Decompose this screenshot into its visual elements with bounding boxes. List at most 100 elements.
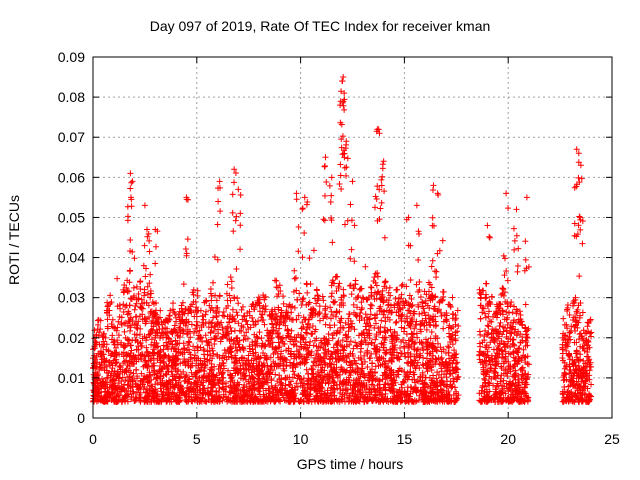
roti-point [119,368,126,375]
roti-point [256,329,263,336]
roti-point [485,300,492,307]
roti-point [488,318,495,325]
roti-point [560,396,567,403]
roti-point [482,314,489,321]
roti-point [388,366,395,373]
roti-point [379,372,386,379]
roti-point [412,321,419,328]
roti-point [244,335,251,342]
roti-point [426,359,433,366]
roti-point [126,337,133,344]
roti-point [411,346,418,353]
roti-point [389,332,396,339]
roti-point [216,178,223,185]
roti-point [450,392,457,399]
roti-point [403,299,410,306]
roti-point [287,378,294,385]
roti-point [233,213,240,220]
roti-point [564,325,571,332]
roti-point [160,342,167,349]
roti-point [357,310,364,317]
roti-point [338,88,345,95]
roti-point [372,376,379,383]
roti-point [433,322,440,329]
roti-point [405,393,412,400]
roti-point [136,331,143,338]
roti-point [433,375,440,382]
roti-point [575,159,582,166]
roti-point [254,334,261,341]
roti-point [563,376,570,383]
roti-point [149,299,156,306]
roti-point [579,309,586,316]
roti-point [122,398,129,405]
roti-point [499,388,506,395]
roti-point [288,316,295,323]
roti-point [137,340,144,347]
roti-point [305,380,312,387]
roti-point [508,391,515,398]
roti-point [407,358,414,365]
roti-point [235,390,242,397]
roti-point [129,248,136,255]
roti-point [307,338,314,345]
roti-point [328,192,335,199]
roti-point [359,294,366,301]
roti-point [371,289,378,296]
roti-point [410,330,417,337]
roti-point [452,366,459,373]
roti-point [96,388,103,395]
roti-point [322,154,329,161]
roti-point [122,377,129,384]
roti-point [300,314,307,321]
roti-point [267,363,274,370]
roti-point [223,290,230,297]
roti-point [287,394,294,401]
roti-point [278,380,285,387]
roti-point [144,379,151,386]
roti-point [111,367,118,374]
roti-point [202,332,209,339]
roti-point [298,302,305,309]
roti-point [480,350,487,357]
roti-point [358,331,365,338]
roti-point [229,397,236,404]
roti-point [453,360,460,367]
roti-point [127,314,134,321]
roti-point [325,330,332,337]
roti-point [368,302,375,309]
roti-point [318,367,325,374]
roti-point [152,243,159,250]
roti-point [373,332,380,339]
roti-point [151,320,158,327]
roti-point [131,306,138,313]
roti-point [366,316,373,323]
roti-point [195,355,202,362]
roti-point [426,315,433,322]
roti-point [136,385,143,392]
roti-point [258,314,265,321]
roti-point [422,336,429,343]
roti-point [372,391,379,398]
roti-point [493,350,500,357]
roti-point [116,302,123,309]
roti-point [514,263,521,270]
roti-point [315,310,322,317]
roti-point [331,299,338,306]
roti-point [362,311,369,318]
roti-point [387,326,394,333]
roti-point [252,342,259,349]
roti-point [131,354,138,361]
roti-point [428,263,435,270]
roti-point [446,359,453,366]
roti-point [173,318,180,325]
roti-point [484,331,491,338]
roti-point [503,309,510,316]
roti-point [347,338,354,345]
roti-point [231,383,238,390]
roti-point [378,291,385,298]
roti-point [509,323,516,330]
roti-point [501,272,508,279]
roti-point [278,335,285,342]
roti-point [317,354,324,361]
